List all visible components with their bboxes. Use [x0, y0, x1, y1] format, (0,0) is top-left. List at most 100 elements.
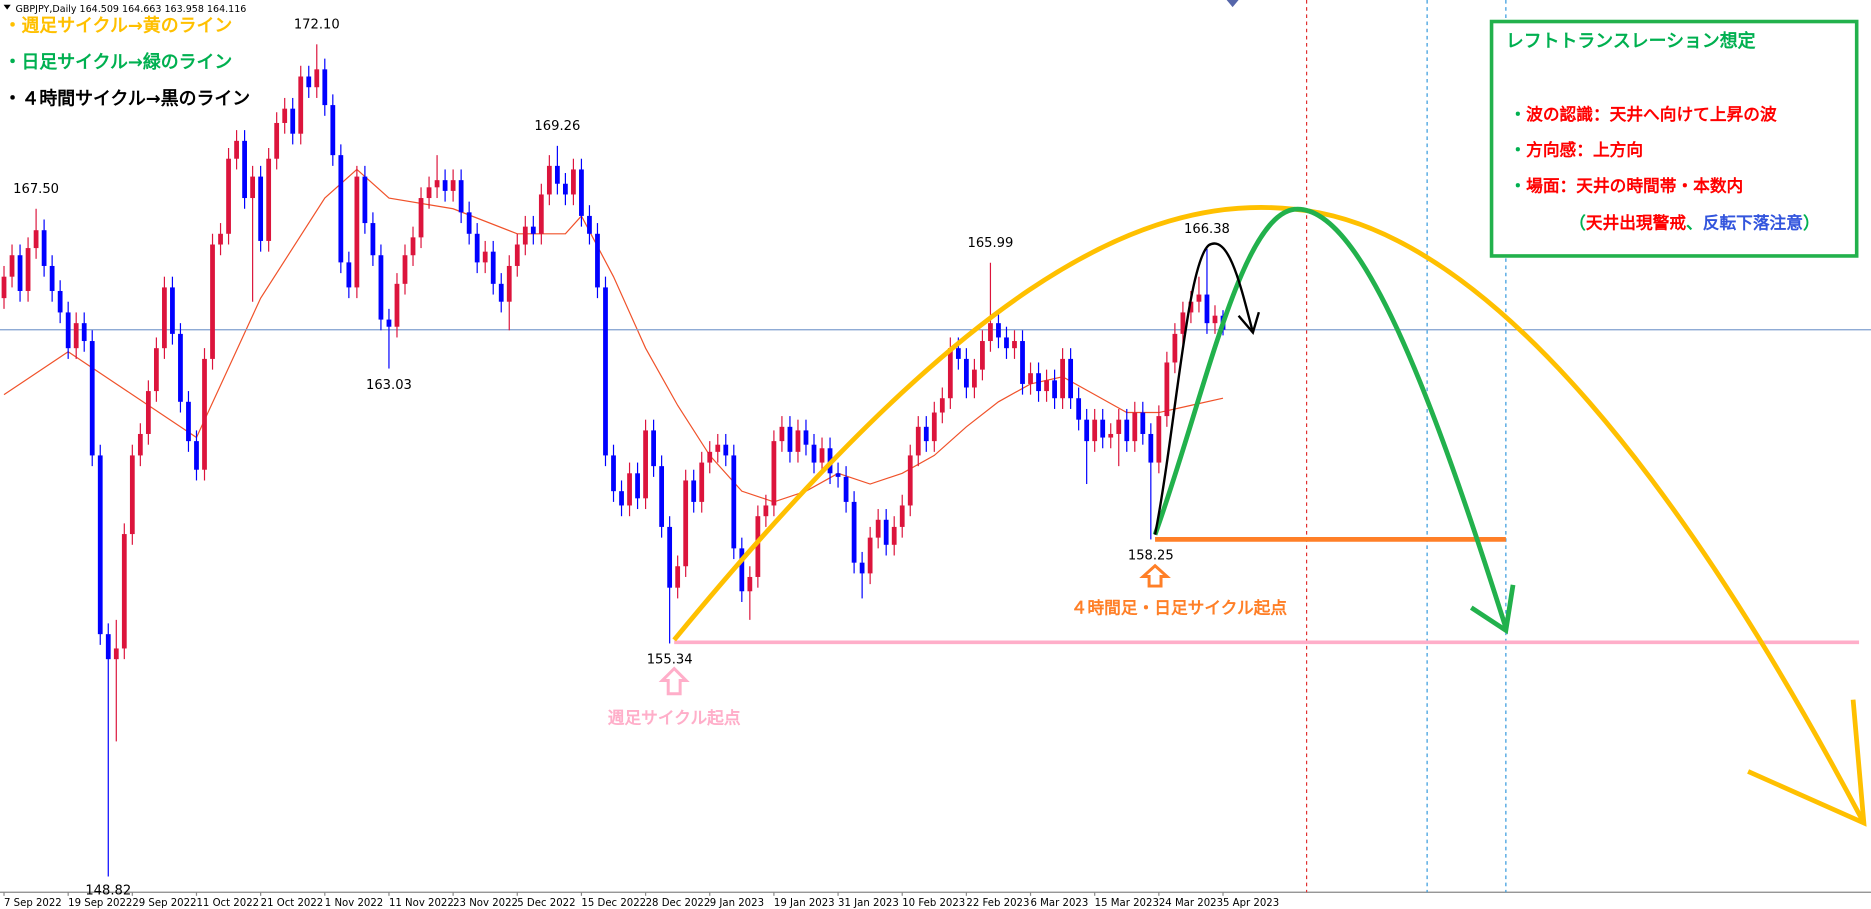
- candle-body: [186, 401, 191, 442]
- candle-body: [763, 505, 769, 517]
- x-tick-label: 11 Oct 2022: [196, 898, 259, 909]
- candle-body: [362, 176, 368, 224]
- candle-body: [554, 165, 560, 184]
- note-segment: 波の認識：天井へ向けて上昇の波: [1526, 103, 1777, 123]
- candle-body: [651, 430, 656, 467]
- annotation: 週足サイクル起点: [608, 707, 741, 727]
- candle-body: [338, 155, 344, 263]
- candle-body: [1180, 312, 1186, 334]
- x-tick-label: 6 Mar 2023: [1031, 898, 1089, 909]
- note-segment: 天井出現警戒: [1586, 212, 1686, 232]
- x-tick-label: 23 Nov 2022: [453, 898, 518, 909]
- note-segment: 場面：天井の時間帯・本数内: [1526, 175, 1743, 195]
- legend-entry: ・週足サイクル→黄のライン: [4, 14, 233, 36]
- candle-body: [988, 323, 993, 342]
- candle-body: [1148, 433, 1154, 463]
- candle-body: [875, 519, 881, 538]
- candle-body: [563, 183, 568, 195]
- note-segment: 、: [1686, 212, 1703, 232]
- candle-body: [747, 576, 753, 592]
- candle-body: [402, 255, 408, 284]
- x-tick-label: 7 Sep 2022: [4, 898, 62, 909]
- candle-body: [162, 287, 167, 349]
- candle-body: [314, 69, 320, 88]
- candle-body: [538, 194, 544, 234]
- note-segment: ）: [1803, 212, 1820, 232]
- low-label: 155.34: [647, 653, 693, 668]
- candle-body: [1196, 294, 1202, 302]
- candle-body: [691, 480, 697, 502]
- candle-body: [835, 473, 841, 477]
- candle-body: [306, 76, 312, 88]
- candle-body: [1140, 412, 1146, 434]
- candle-body: [378, 255, 384, 320]
- candle-body: [97, 455, 103, 635]
- candle-body: [595, 233, 600, 288]
- candle-body: [282, 108, 288, 123]
- x-tick-label: 29 Sep 2022: [132, 898, 196, 909]
- candle-body: [963, 358, 969, 388]
- candle-body: [442, 180, 448, 191]
- candle-body: [1, 276, 7, 299]
- candle-body: [1204, 294, 1210, 324]
- candle-body: [643, 430, 648, 499]
- candle-body: [1132, 412, 1138, 442]
- annotation: ４時間足・日足サイクル起点: [1071, 597, 1288, 617]
- candle-body: [755, 516, 761, 577]
- candle-body: [1012, 341, 1017, 349]
- candle-body: [506, 265, 512, 302]
- low-label: 158.25: [1128, 549, 1174, 564]
- candle-body: [907, 455, 913, 506]
- candle-body: [1124, 419, 1130, 442]
- candle-body: [1100, 419, 1106, 438]
- candle-body: [330, 105, 336, 156]
- candle-body: [659, 466, 665, 527]
- candle-body: [947, 348, 953, 399]
- candle-body: [546, 165, 552, 195]
- candle-body: [579, 169, 584, 216]
- candle-body: [955, 348, 961, 359]
- candle-body: [867, 537, 873, 574]
- candle-body: [322, 69, 328, 106]
- candle-body: [731, 455, 737, 549]
- daily-cycle-curve: [1152, 206, 1509, 629]
- candle-body: [202, 358, 207, 470]
- candle-body: [1004, 337, 1009, 349]
- candle-body: [891, 526, 897, 545]
- text-layer: GBPJPY,Daily 164.509 164.663 163.958 164…: [4, 4, 1820, 909]
- candle-body: [105, 634, 111, 660]
- candle-body: [723, 444, 729, 456]
- weekly-arrowhead: [1747, 699, 1867, 827]
- candle-body: [843, 476, 849, 502]
- candle-body: [899, 505, 905, 527]
- candle-body: [1060, 358, 1065, 399]
- note-line: （天井出現警戒、反転下落注意）: [1569, 212, 1820, 232]
- candle-body: [859, 562, 865, 574]
- candle-body: [129, 455, 135, 535]
- candle-body: [819, 448, 825, 463]
- candle-body: [33, 230, 39, 249]
- candle-body: [1156, 416, 1162, 463]
- candle-body: [9, 255, 15, 277]
- candle-body: [972, 369, 977, 388]
- candle-body: [41, 230, 47, 266]
- candle-body: [915, 426, 921, 456]
- candle-body: [218, 233, 223, 245]
- moving-average: [3, 168, 1224, 503]
- candle-body: [1116, 419, 1122, 434]
- note-line: ・場面：天井の時間帯・本数内: [1509, 175, 1743, 195]
- candle-body: [394, 283, 400, 327]
- low-label: 148.82: [85, 884, 131, 899]
- high-label: 165.99: [967, 236, 1013, 251]
- candle-body: [145, 391, 151, 434]
- candle-body: [370, 223, 376, 256]
- candle-body: [530, 226, 536, 234]
- x-tick-label: 5 Dec 2022: [517, 898, 575, 909]
- candle-body: [980, 341, 985, 370]
- x-tick-label: 5 Apr 2023: [1223, 898, 1279, 909]
- h4-arrowhead: [1237, 311, 1261, 335]
- candle-body: [1052, 380, 1057, 399]
- x-tick-label: 19 Jan 2023: [774, 898, 835, 909]
- x-tick-label: 19 Sep 2022: [68, 898, 132, 909]
